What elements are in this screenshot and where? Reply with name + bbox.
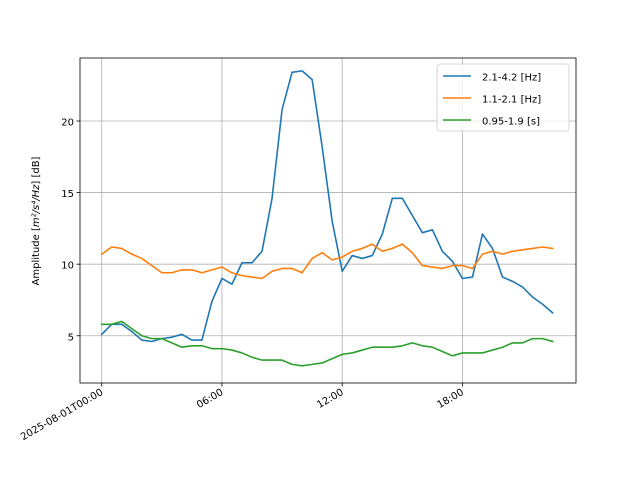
y-tick-label: 5 (68, 332, 74, 343)
legend-label-1: 1.1-2.1 [Hz] (482, 95, 541, 106)
y-axis-label-prefix: Amplitude [ (31, 227, 42, 285)
series-line-0 (100, 70, 554, 343)
series-line-1 (100, 243, 554, 280)
y-axis-label: Amplitude [m²/s⁴/Hz] [dB] (30, 156, 42, 285)
legend-label-0: 2.1-4.2 [Hz] (482, 73, 541, 84)
y-tick-label: 20 (61, 117, 74, 128)
legend-box (436, 63, 570, 132)
y-axis-label-math: m²/s⁴/Hz (30, 184, 42, 227)
legend-label-2: 0.95-1.9 [s] (482, 117, 540, 128)
series-line-2 (100, 320, 554, 367)
plot-frame (79, 57, 577, 384)
series-layer (100, 70, 554, 367)
legend: 2.1-4.2 [Hz] 1.1-2.1 [Hz] 0.95-1.9 [s] (436, 63, 570, 132)
y-axis-label-suffix: ] [dB] (31, 156, 42, 184)
y-tick-label: 15 (61, 189, 74, 200)
y-tick-label: 10 (61, 261, 74, 272)
y-axis: 5 10 15 20 (61, 117, 80, 343)
